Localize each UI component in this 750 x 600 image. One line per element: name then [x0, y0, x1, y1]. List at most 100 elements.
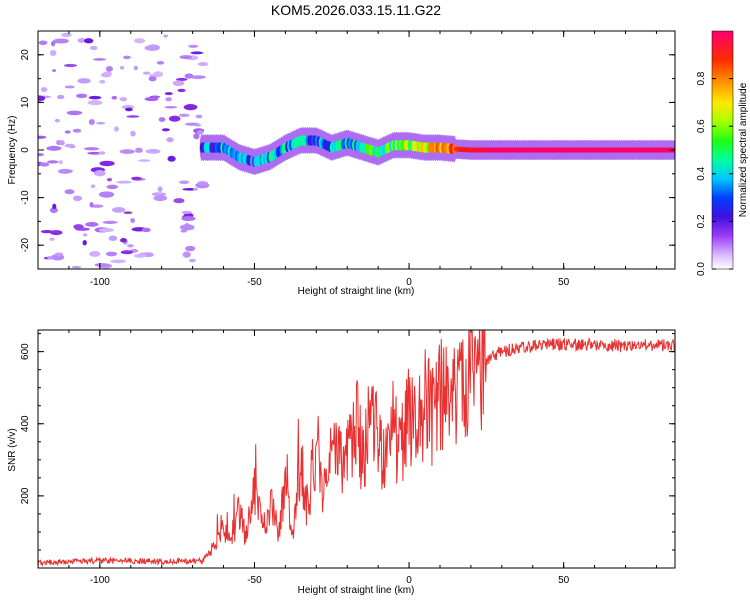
noise-blob: [38, 135, 47, 139]
noise-blob: [141, 227, 151, 233]
colorbar-label: Normalized spectral amplitude: [738, 82, 749, 217]
noise-blob: [185, 245, 196, 252]
noise-blob: [88, 95, 102, 100]
noise-blob: [89, 251, 101, 257]
spectrogram-xlabel: Height of straight line (km): [298, 286, 415, 297]
noise-blob: [94, 263, 110, 267]
noise-blob: [190, 75, 206, 80]
noise-blobs: [38, 32, 210, 269]
noise-blob: [111, 206, 126, 213]
noise-blob: [46, 145, 62, 151]
noise-blob: [96, 121, 106, 125]
noise-blob: [50, 40, 56, 47]
noise-blob: [108, 235, 118, 241]
noise-blob: [66, 110, 83, 116]
noise-blob: [194, 124, 202, 127]
noise-blob: [83, 147, 100, 151]
noise-blob: [144, 97, 159, 102]
x-tick-label: 50: [558, 277, 570, 288]
spectrogram-ylabel: Frequency (Hz): [7, 116, 18, 185]
noise-blob: [110, 259, 126, 264]
noise-blob: [63, 63, 78, 68]
noise-blob: [64, 143, 76, 148]
noise-blob: [167, 155, 176, 162]
noise-blob: [133, 38, 146, 44]
x-tick-label: 0: [406, 575, 412, 586]
noise-blob: [113, 126, 119, 132]
noise-blob: [93, 170, 106, 177]
noise-blob: [148, 73, 159, 77]
snr-panel: -100 -50 0 50 200 400 600 Height of straight l…: [7, 329, 676, 596]
noise-blob: [98, 191, 115, 198]
noise-blob: [166, 137, 174, 143]
y-tick-label: 600: [20, 343, 31, 360]
noise-blob: [54, 252, 64, 257]
x-tick-label: 0: [406, 277, 412, 288]
noise-blob: [46, 160, 59, 164]
noise-blob: [188, 258, 196, 263]
colorbar-tick-label: 0.2: [696, 214, 707, 228]
noise-blob: [64, 130, 71, 134]
noise-blob: [178, 113, 190, 118]
noise-blob: [161, 128, 170, 132]
noise-blob: [91, 204, 104, 208]
noise-blob: [54, 118, 61, 123]
noise-blob: [172, 80, 185, 87]
y-tick-label: 0: [20, 147, 31, 153]
noise-blob: [111, 95, 118, 100]
spectral-ridge: [199, 127, 675, 176]
noise-blob: [120, 238, 127, 243]
noise-blob: [130, 218, 136, 223]
noise-blob: [40, 229, 54, 234]
noise-blob: [59, 140, 65, 146]
noise-blob: [130, 130, 136, 137]
noise-blob: [177, 88, 186, 93]
noise-blob: [87, 151, 103, 155]
noise-blob: [102, 220, 118, 224]
noise-blob: [146, 44, 160, 51]
noise-blob: [143, 71, 151, 75]
spectrogram-content: [38, 32, 675, 269]
noise-blob: [127, 244, 134, 248]
noise-blob: [77, 38, 86, 43]
figure-title: KOM5.2026.033.15.11.G22: [271, 2, 441, 18]
noise-blob: [82, 233, 88, 237]
noise-blob: [120, 250, 134, 255]
noise-blob: [123, 211, 133, 215]
noise-blob: [195, 114, 203, 119]
noise-blob: [103, 71, 112, 77]
colorbar-frame: [711, 30, 734, 270]
noise-blob: [90, 184, 96, 189]
noise-blob: [99, 160, 115, 167]
noise-blob: [98, 228, 115, 233]
noise-blob: [52, 203, 57, 210]
colorbar-axis: 0.0 0.2 0.4 0.6 0.8: [696, 30, 734, 276]
colorbar: 0.0 0.2 0.4 0.6 0.8 Normalized spectral ampl…: [696, 30, 749, 276]
noise-blob: [98, 151, 106, 155]
noise-blob: [125, 107, 133, 112]
noise-blob: [190, 51, 204, 55]
noise-blob: [179, 55, 193, 60]
y-tick-label: 10: [20, 96, 31, 108]
y-tick-label: -10: [20, 190, 31, 205]
noise-blob: [38, 40, 48, 46]
snr-content: [38, 330, 675, 568]
noise-blob: [180, 229, 187, 233]
noise-blob: [181, 210, 192, 214]
x-tick-label: -50: [247, 277, 262, 288]
y-tick-label: -20: [20, 238, 31, 253]
noise-blob: [163, 34, 169, 38]
y-tick-label: 400: [20, 415, 31, 432]
noise-blob: [119, 65, 125, 70]
noise-blob: [153, 195, 168, 202]
noise-blob: [164, 92, 173, 96]
noise-blob: [52, 69, 57, 72]
noise-blob: [183, 104, 198, 111]
colorbar-tick-label: 0.8: [696, 71, 707, 85]
colorbar-tick-label: 0.0: [696, 262, 707, 276]
noise-blob: [148, 75, 157, 82]
x-tick-label: -50: [247, 575, 262, 586]
